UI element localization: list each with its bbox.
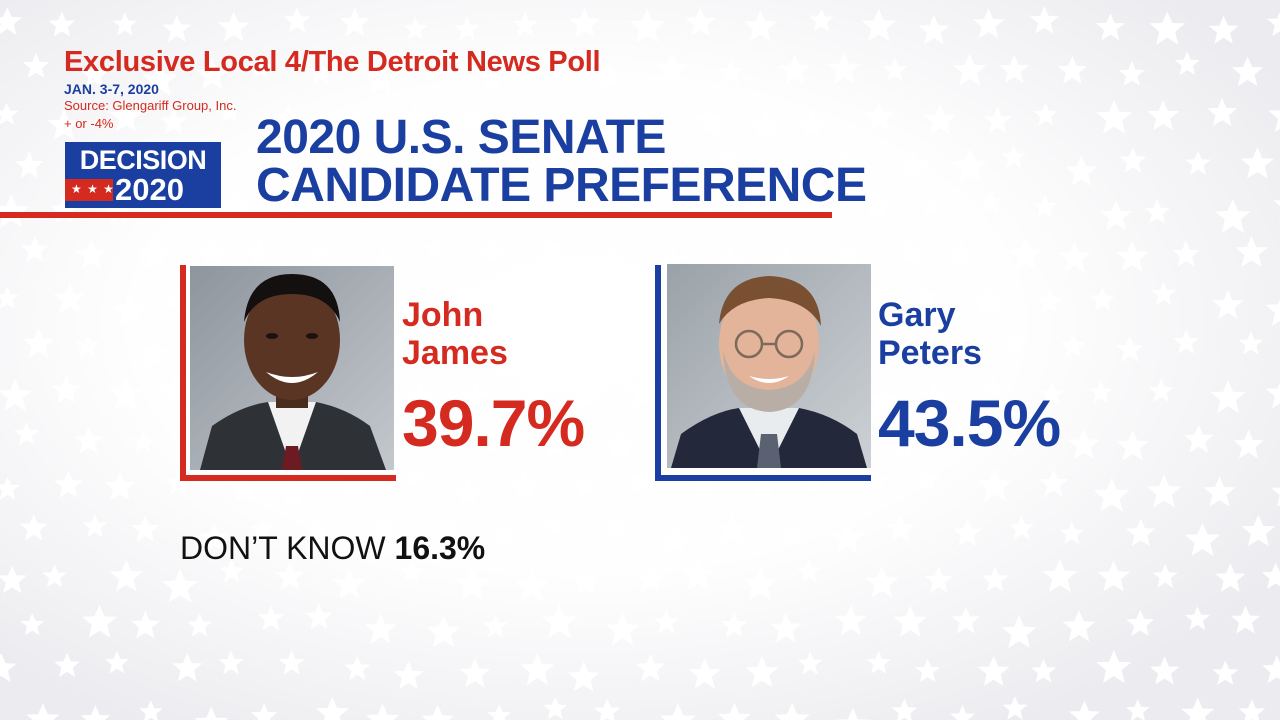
decision-2020-logo: DECISION ★ ★ ★ 2020	[65, 142, 221, 208]
logo-line-year: 2020	[115, 172, 184, 207]
poll-dates: JAN. 3-7, 2020	[64, 81, 159, 97]
candidate-1-last-name: James	[402, 334, 508, 372]
headline-line-2: CANDIDATE PREFERENCE	[256, 159, 867, 212]
candidate-2-name: Gary Peters	[878, 296, 982, 372]
candidate-2-percent: 43.5%	[878, 386, 1061, 460]
candidate-2-frame-bottom	[655, 475, 871, 481]
headline-line-1: 2020 U.S. SENATE	[256, 111, 666, 164]
candidate-1-photo	[190, 266, 394, 470]
poll-margin-of-error: + or -4%	[64, 116, 114, 131]
poll-source: Source: Glengariff Group, Inc.	[64, 98, 237, 113]
candidate-1-frame-bottom	[180, 475, 396, 481]
page-title: 2020 U.S. SENATE CANDIDATE PREFERENCE	[256, 111, 867, 212]
undecided-label: DON’T KNOW	[180, 530, 386, 566]
candidate-2-last-name: Peters	[878, 334, 982, 372]
red-divider	[0, 212, 832, 218]
candidate-2-frame-left	[655, 265, 661, 481]
candidate-2-first-name: Gary	[878, 296, 956, 334]
candidate-1-frame-left	[180, 265, 186, 481]
candidate-1-percent: 39.7%	[402, 386, 585, 460]
logo-stars-icon: ★ ★ ★	[71, 182, 115, 196]
candidate-1-first-name: John	[402, 296, 484, 334]
undecided-line: DON’T KNOW 16.3%	[180, 530, 485, 567]
logo-red-band	[65, 179, 113, 201]
candidate-2-photo	[667, 264, 871, 468]
logo-line-decision: DECISION	[79, 145, 207, 175]
undecided-value: 16.3%	[394, 530, 486, 566]
poll-title: Exclusive Local 4/The Detroit News Poll	[64, 46, 601, 78]
candidate-1-name: John James	[402, 296, 508, 372]
